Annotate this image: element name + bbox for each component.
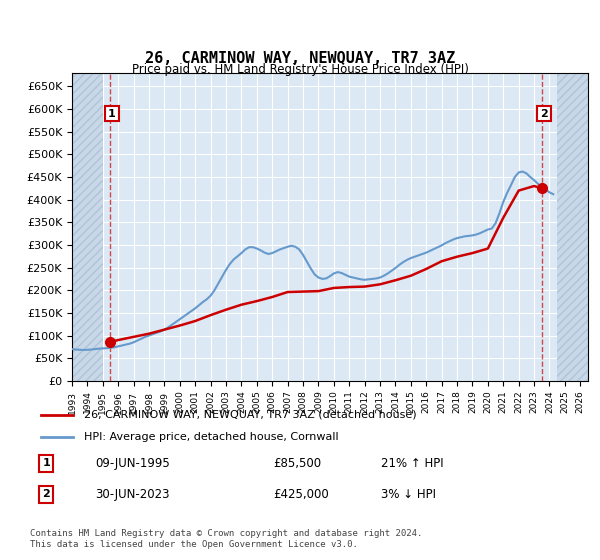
Text: 3% ↓ HPI: 3% ↓ HPI bbox=[381, 488, 436, 501]
Text: 2: 2 bbox=[43, 489, 50, 499]
Bar bbox=[72, 64, 103, 381]
Text: 2: 2 bbox=[540, 109, 548, 119]
Text: Price paid vs. HM Land Registry's House Price Index (HPI): Price paid vs. HM Land Registry's House … bbox=[131, 63, 469, 77]
Text: Contains HM Land Registry data © Crown copyright and database right 2024.
This d: Contains HM Land Registry data © Crown c… bbox=[30, 529, 422, 549]
Text: £425,000: £425,000 bbox=[273, 488, 329, 501]
Bar bbox=[557, 64, 588, 381]
Text: 26, CARMINOW WAY, NEWQUAY, TR7 3AZ (detached house): 26, CARMINOW WAY, NEWQUAY, TR7 3AZ (deta… bbox=[84, 409, 416, 419]
Text: 26, CARMINOW WAY, NEWQUAY, TR7 3AZ: 26, CARMINOW WAY, NEWQUAY, TR7 3AZ bbox=[145, 52, 455, 66]
Text: 09-JUN-1995: 09-JUN-1995 bbox=[95, 457, 170, 470]
Text: 1: 1 bbox=[108, 109, 116, 119]
Text: 21% ↑ HPI: 21% ↑ HPI bbox=[381, 457, 443, 470]
Text: HPI: Average price, detached house, Cornwall: HPI: Average price, detached house, Corn… bbox=[84, 432, 338, 442]
Text: £85,500: £85,500 bbox=[273, 457, 321, 470]
Text: 30-JUN-2023: 30-JUN-2023 bbox=[95, 488, 169, 501]
Text: 1: 1 bbox=[43, 459, 50, 468]
